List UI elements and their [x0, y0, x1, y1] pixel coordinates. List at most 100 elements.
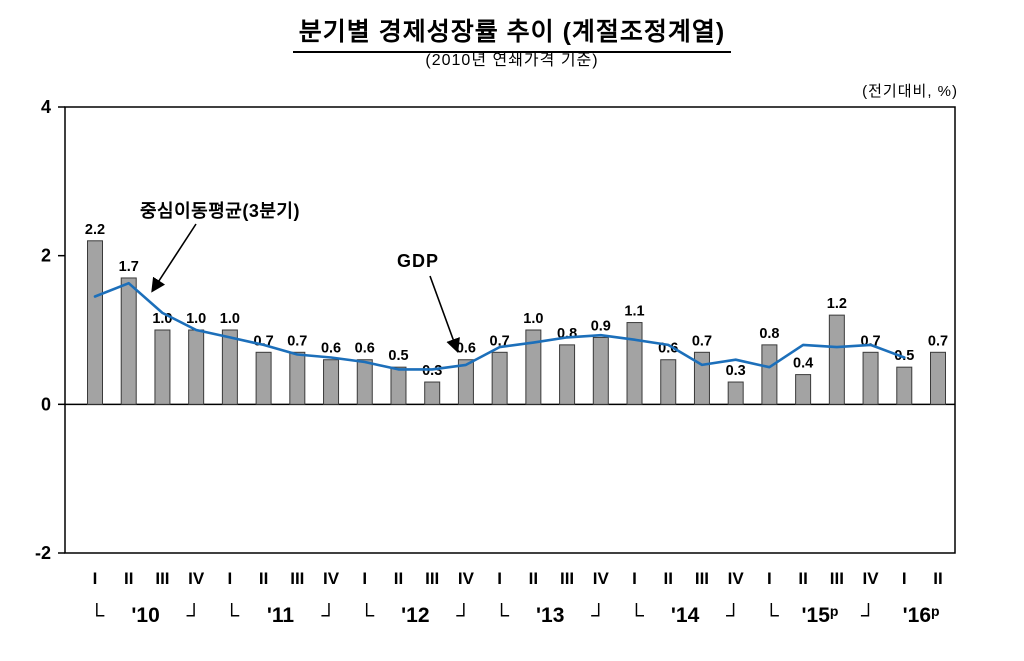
x-tick-label: I [632, 569, 637, 588]
x-tick-label: I [767, 569, 772, 588]
x-tick-label: II [394, 569, 403, 588]
bar [221, 329, 238, 405]
page-title-wrap: 분기별 경제성장률 추이 (계절조정계열) [0, 12, 1024, 53]
x-tick-label: IV [323, 569, 340, 588]
x-tick-label: II [124, 569, 133, 588]
year-bracket-right: ┘ [590, 602, 606, 627]
x-tick-label: I [362, 569, 367, 588]
x-tick-label: II [798, 569, 807, 588]
gdp-annotation: GDP [397, 251, 440, 271]
bar [255, 351, 272, 405]
unit-label: (전기대비, %) [862, 83, 958, 100]
bar-value-label: 1.0 [220, 311, 240, 327]
y-tick-label: -2 [35, 543, 51, 563]
bar-value-label: 0.3 [726, 363, 746, 379]
year-label: '10 [131, 604, 159, 627]
year-bracket-left: └ [359, 602, 374, 627]
year-label: '14 [671, 604, 700, 627]
year-bracket-left: └ [764, 602, 779, 627]
bar-value-label: 0.6 [456, 341, 476, 357]
bar [828, 314, 845, 405]
bar-value-label: 2.2 [85, 222, 105, 238]
y-tick-label: 4 [41, 97, 51, 117]
x-tick-label: I [497, 569, 502, 588]
year-bracket-right: ┘ [455, 602, 471, 627]
x-tick-label: II [529, 569, 538, 588]
x-tick-label: III [830, 569, 844, 588]
x-tick-label: IV [593, 569, 610, 588]
bar-value-label: 1.0 [186, 311, 206, 327]
bar-value-label: 0.9 [591, 318, 611, 334]
x-tick-label: III [155, 569, 169, 588]
year-bracket-left: └ [90, 602, 105, 627]
bar [491, 351, 508, 405]
bar [188, 329, 205, 405]
bar-value-label: 0.6 [355, 341, 375, 357]
x-tick-label: III [560, 569, 574, 588]
gdp-arrow [429, 275, 460, 354]
bar [154, 329, 171, 405]
y-tick-label: 0 [41, 394, 51, 414]
chart-subtitle: (2010년 연쇄가격 기준) [425, 52, 599, 69]
x-tick-label: I [228, 569, 233, 588]
bar-value-label: 0.8 [759, 326, 779, 342]
year-bracket-left: └ [629, 602, 644, 627]
bar-value-label: 0.7 [928, 333, 948, 349]
x-tick-label: II [259, 569, 268, 588]
year-bracket-right: ┘ [321, 602, 337, 627]
bar [626, 322, 643, 405]
year-label: '15p [802, 603, 839, 627]
x-tick-label: III [695, 569, 709, 588]
moving-average-arrow [151, 223, 197, 293]
x-tick-label: IV [863, 569, 880, 588]
bar [896, 366, 913, 405]
bar [424, 381, 441, 405]
bar-value-label: 0.4 [793, 356, 813, 372]
year-bracket-right: ┘ [860, 602, 876, 627]
bar-value-label: 1.1 [624, 304, 644, 320]
year-bracket-left: └ [224, 602, 239, 627]
bar [761, 344, 778, 405]
year-bracket-right: ┘ [725, 602, 741, 627]
x-tick-label: III [290, 569, 304, 588]
bar [457, 359, 474, 405]
x-tick-label: II [664, 569, 673, 588]
bar [930, 351, 946, 405]
bar [559, 344, 576, 405]
bar-value-label: 0.7 [287, 333, 307, 349]
moving-average-annotation: 중심이동평균(3분기) [140, 201, 300, 221]
bar-value-label: 0.7 [692, 333, 712, 349]
bar [592, 336, 609, 405]
x-tick-label: IV [188, 569, 205, 588]
bar [727, 381, 744, 405]
bar [693, 351, 710, 405]
x-tick-label: I [93, 569, 98, 588]
year-label: '11 [267, 604, 295, 627]
y-tick-label: 2 [41, 246, 51, 266]
chart-title: 분기별 경제성장률 추이 (계절조정계열) [292, 12, 732, 53]
bar [390, 366, 407, 405]
chart-subtitle-wrap: (2010년 연쇄가격 기준) [0, 46, 1024, 70]
bar [323, 359, 340, 405]
x-tick-label: IV [728, 569, 745, 588]
bar-value-label: 0.3 [422, 363, 442, 379]
bar [795, 374, 812, 405]
plot-box [64, 106, 956, 554]
bar [120, 277, 137, 405]
bar [525, 329, 542, 405]
bar-value-label: 1.0 [523, 311, 543, 327]
bar [87, 240, 103, 405]
bar [356, 359, 373, 405]
bar-value-label: 0.5 [388, 348, 408, 364]
bar-value-label: 1.7 [119, 259, 139, 275]
x-tick-label: III [425, 569, 439, 588]
year-bracket-left: └ [494, 602, 509, 627]
x-tick-label: II [933, 569, 942, 588]
year-label: '16p [903, 603, 940, 627]
x-tick-label: I [902, 569, 907, 588]
moving-average-line [93, 281, 906, 371]
bar-value-label: 0.6 [321, 341, 341, 357]
bar [660, 359, 677, 405]
